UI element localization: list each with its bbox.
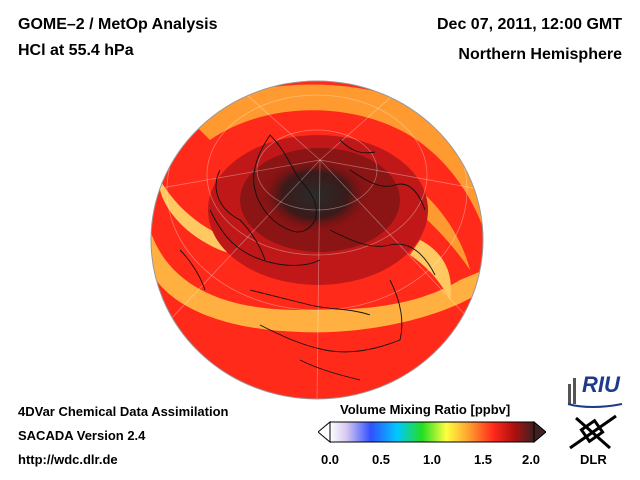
colorbar-tick: 2.0 xyxy=(521,452,541,467)
colorbar-ramp xyxy=(329,421,535,443)
colorbar xyxy=(318,420,546,444)
riu-logo-icon xyxy=(567,378,623,408)
dlr-logo-text: DLR xyxy=(580,452,607,467)
map-title: GOME–2 / MetOp Analysis xyxy=(18,16,218,33)
colorbar-tick: 0.0 xyxy=(320,452,340,467)
globe-outline xyxy=(150,80,484,400)
high-band xyxy=(160,180,360,263)
globe-map xyxy=(150,80,484,400)
graticule xyxy=(151,81,483,399)
dlr-logo-icon xyxy=(569,414,617,450)
colorbar-tick: 1.5 xyxy=(473,452,493,467)
colorbar-high-arrow xyxy=(533,420,546,444)
coastlines xyxy=(179,134,436,381)
high-band xyxy=(190,84,483,230)
high-band xyxy=(151,230,483,333)
colorbar-title: Volume Mixing Ratio [ppbv] xyxy=(340,402,511,417)
riu-logo-text: RIU xyxy=(582,372,620,397)
datetime-label: Dec 07, 2011, 12:00 GMT xyxy=(437,16,622,33)
region-label: Northern Hemisphere xyxy=(458,46,622,63)
footer-url[interactable]: http://wdc.dlr.de xyxy=(18,452,118,467)
footer-line-1: 4DVar Chemical Data Assimilation xyxy=(18,404,229,419)
map-subtitle: HCl at 55.4 hPa xyxy=(18,42,134,59)
footer-line-2: SACADA Version 2.4 xyxy=(18,428,146,443)
polar-vortex-core xyxy=(260,157,370,233)
high-band xyxy=(410,240,451,300)
colorbar-low-arrow xyxy=(318,420,331,444)
colorbar-tick: 1.0 xyxy=(422,452,442,467)
colorbar-tick: 0.5 xyxy=(371,452,391,467)
